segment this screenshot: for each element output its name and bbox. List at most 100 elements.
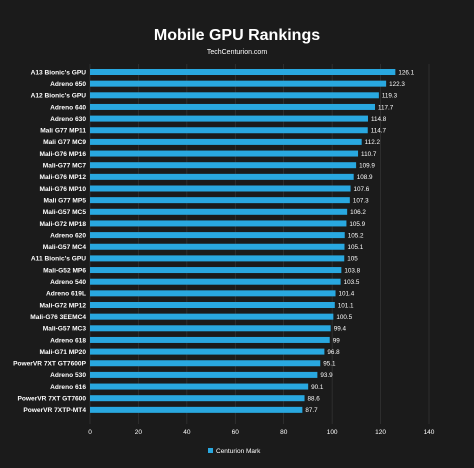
x-tick-label: 40 bbox=[183, 429, 191, 436]
bar bbox=[90, 162, 357, 169]
category-label: Mali G77 MC9 bbox=[43, 139, 86, 146]
value-label: 126.1 bbox=[398, 69, 414, 76]
category-label: Mali G77 MP5 bbox=[43, 197, 86, 204]
bar bbox=[90, 208, 348, 215]
bar bbox=[90, 267, 342, 274]
category-label: Adreno 630 bbox=[50, 116, 86, 123]
category-label: Mali-G76 MP10 bbox=[39, 186, 86, 193]
category-label: Mali-G71 MP20 bbox=[39, 349, 86, 356]
bar bbox=[90, 173, 354, 180]
category-label: Mali-G76 MP16 bbox=[39, 151, 86, 158]
bar bbox=[90, 360, 321, 367]
category-label: A12 Bionic's GPU bbox=[31, 93, 87, 100]
value-label: 107.3 bbox=[353, 197, 369, 204]
chart-subtitle: TechCenturion.com bbox=[207, 49, 267, 56]
bar bbox=[90, 302, 335, 308]
category-label: A13 Bionic's GPU bbox=[31, 69, 87, 76]
bar bbox=[90, 290, 336, 297]
category-label: Mali G77 MP11 bbox=[40, 128, 86, 135]
value-label: 109.9 bbox=[359, 163, 375, 170]
value-label: 95.1 bbox=[323, 361, 336, 368]
category-label: Adreno 618 bbox=[50, 337, 86, 344]
chart-title: Mobile GPU Rankings bbox=[154, 27, 320, 44]
value-label: 96.8 bbox=[327, 349, 340, 356]
category-label: Adreno 620 bbox=[50, 232, 86, 239]
value-label: 114.7 bbox=[371, 128, 387, 135]
bar bbox=[90, 115, 368, 122]
x-tick-label: 140 bbox=[424, 429, 435, 436]
value-label: 103.5 bbox=[344, 279, 360, 286]
bar bbox=[90, 150, 359, 157]
category-label: Mali-G72 MP18 bbox=[39, 221, 86, 228]
bar bbox=[90, 371, 318, 378]
value-label: 105.9 bbox=[349, 221, 365, 228]
x-tick-label: 60 bbox=[232, 429, 240, 436]
labels-layer: 0 20 40 60 80 100 120 140 A13 Bionic's GPU 126.1 A… bbox=[13, 69, 435, 436]
bar bbox=[90, 220, 347, 227]
category-label: Mali-G57 MC5 bbox=[43, 209, 87, 216]
x-tick-label: 120 bbox=[375, 429, 386, 436]
value-label: 107.6 bbox=[354, 186, 370, 193]
value-label: 117.7 bbox=[378, 104, 394, 111]
value-label: 90.1 bbox=[311, 384, 324, 391]
value-label: 103.8 bbox=[344, 267, 360, 274]
bar bbox=[90, 69, 396, 75]
category-label: Adreno 650 bbox=[50, 81, 86, 88]
bar bbox=[90, 185, 351, 192]
bar bbox=[90, 395, 305, 402]
bar bbox=[90, 406, 303, 413]
bar bbox=[90, 243, 345, 250]
category-label: Mali-G76 MP12 bbox=[39, 174, 86, 181]
bar bbox=[90, 197, 350, 204]
bar bbox=[90, 255, 345, 262]
value-label: 122.3 bbox=[389, 81, 405, 88]
category-label: Mali-G57 MC4 bbox=[43, 244, 87, 251]
value-label: 106.2 bbox=[350, 209, 366, 216]
category-label: Adreno 530 bbox=[50, 372, 86, 379]
x-tick-label: 100 bbox=[327, 429, 338, 436]
value-label: 101.1 bbox=[338, 302, 354, 309]
category-label: Mali-G57 MC3 bbox=[43, 326, 87, 333]
category-label: PowerVR 7XT GT7600P bbox=[13, 361, 87, 368]
legend-swatch bbox=[208, 448, 213, 453]
x-tick-label: 0 bbox=[88, 429, 92, 436]
bar bbox=[90, 127, 368, 134]
value-label: 114.8 bbox=[371, 116, 387, 123]
legend: Centurion Mark bbox=[208, 448, 261, 455]
category-label: Adreno 616 bbox=[50, 384, 86, 391]
category-label: Mali-G76 3EEMC4 bbox=[30, 314, 86, 321]
value-label: 101.4 bbox=[339, 291, 355, 298]
category-label: Adreno 540 bbox=[50, 279, 86, 286]
bar bbox=[90, 232, 345, 239]
value-label: 93.9 bbox=[320, 372, 333, 379]
value-label: 105.2 bbox=[348, 232, 364, 239]
value-label: 99 bbox=[333, 337, 341, 344]
value-label: 100.5 bbox=[336, 314, 352, 321]
legend-label: Centurion Mark bbox=[216, 448, 261, 455]
category-label: Adreno 619L bbox=[46, 291, 86, 298]
category-label: Mali-G52 MP6 bbox=[43, 267, 86, 274]
bar bbox=[90, 92, 379, 99]
category-label: PowerVR 7XTP-MT4 bbox=[23, 407, 86, 414]
category-label: A11 Bionic's GPU bbox=[31, 256, 86, 263]
value-label: 99.4 bbox=[334, 326, 347, 333]
x-tick-label: 80 bbox=[280, 429, 288, 436]
bar bbox=[90, 278, 341, 285]
value-label: 87.7 bbox=[305, 407, 318, 414]
bar bbox=[90, 103, 376, 110]
bar bbox=[90, 348, 325, 355]
category-label: PowerVR 7XT GT7600 bbox=[17, 396, 86, 403]
value-label: 119.3 bbox=[382, 93, 398, 100]
value-label: 108.9 bbox=[357, 174, 373, 181]
x-tick-label: 20 bbox=[135, 429, 143, 436]
category-label: Mali-G77 MC7 bbox=[43, 163, 87, 170]
value-label: 112.2 bbox=[365, 139, 381, 146]
value-label: 105 bbox=[347, 256, 358, 263]
bar bbox=[90, 383, 309, 390]
bar bbox=[90, 138, 362, 145]
bar bbox=[90, 80, 387, 87]
value-label: 110.7 bbox=[361, 151, 377, 158]
bar bbox=[90, 313, 334, 320]
